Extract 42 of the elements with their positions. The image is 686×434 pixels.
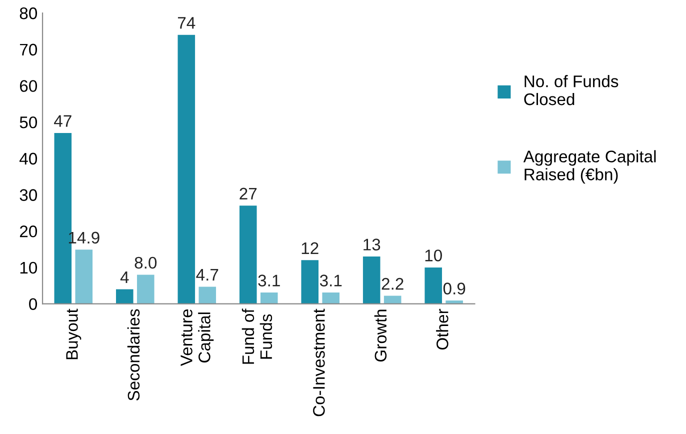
bar xyxy=(198,286,216,304)
y-tick-label: 0 xyxy=(29,298,38,310)
x-tick-label: Other xyxy=(436,308,448,350)
bar xyxy=(75,250,93,304)
x-tick-label: Secondaries xyxy=(127,309,140,401)
data-label: 27 xyxy=(240,188,257,200)
data-label: 3.1 xyxy=(320,274,342,286)
data-label: 0.9 xyxy=(443,282,466,294)
y-tick-label: 70 xyxy=(20,44,38,56)
data-label: 8.0 xyxy=(134,256,157,269)
data-label: 12 xyxy=(302,242,318,254)
y-tick-label: 10 xyxy=(20,262,38,274)
bar xyxy=(116,289,134,304)
y-tick-label: 30 xyxy=(20,189,38,201)
bar xyxy=(301,260,319,304)
x-tick-label: Co-Investment xyxy=(313,308,325,416)
y-tick-label: 40 xyxy=(20,152,38,165)
x-tick-label: Growth xyxy=(374,310,387,362)
bar xyxy=(178,34,196,304)
bar xyxy=(424,267,442,304)
bar xyxy=(239,206,257,304)
x-tick-label: Fund of Funds xyxy=(242,308,272,364)
data-label: 3.1 xyxy=(258,274,280,286)
y-tick-label: 80 xyxy=(20,7,38,20)
bar xyxy=(362,256,380,304)
data-label: 2.2 xyxy=(382,278,404,290)
data-label: 74 xyxy=(178,17,196,29)
data-label: 4.7 xyxy=(196,269,218,280)
y-tick-label: 50 xyxy=(20,116,38,128)
y-tick-label: 20 xyxy=(20,226,38,238)
bar xyxy=(322,292,340,304)
bar xyxy=(260,292,278,304)
data-label: 47 xyxy=(54,115,72,127)
data-label: 13 xyxy=(364,238,380,250)
y-tick-label: 60 xyxy=(20,80,38,92)
x-tick-label: Venture Capital xyxy=(180,309,214,366)
legend-label: Aggregate Capital Raised (€bn) xyxy=(523,150,656,184)
x-tick-label: Buyout xyxy=(66,308,82,360)
data-label: 10 xyxy=(425,250,442,262)
data-label: 4 xyxy=(120,272,129,284)
bar xyxy=(136,274,154,304)
legend-label: No. of Funds Closed xyxy=(524,75,618,106)
